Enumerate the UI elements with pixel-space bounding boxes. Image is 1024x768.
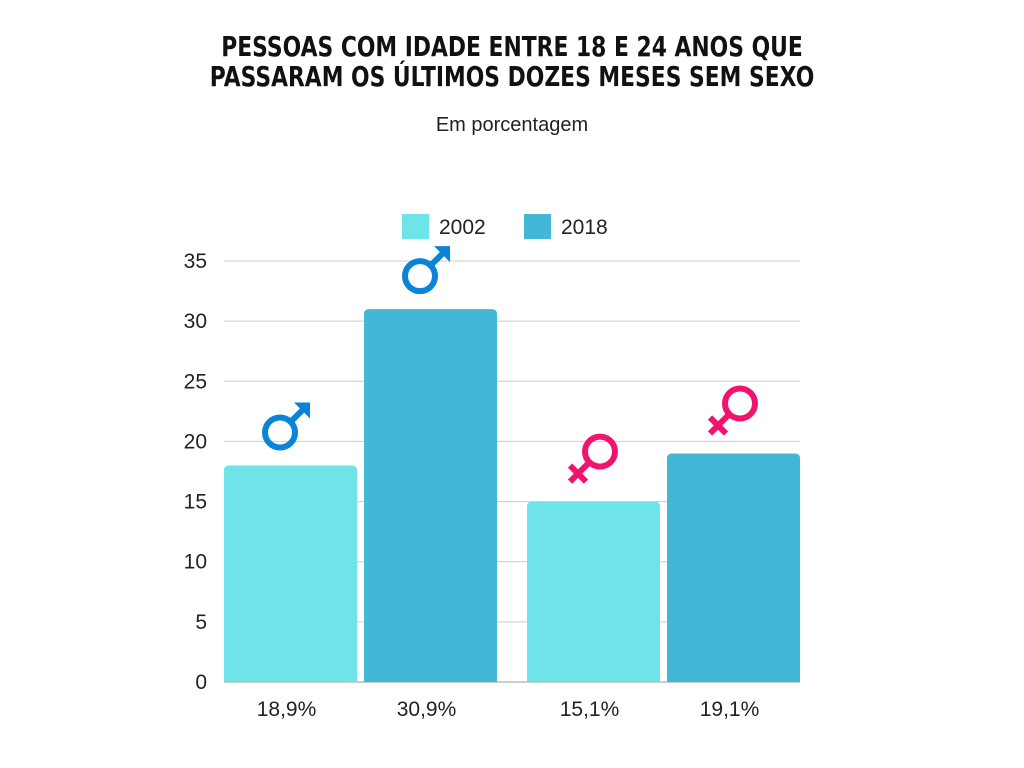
- y-tick-label: 5: [195, 611, 207, 634]
- male-icon: [262, 402, 310, 451]
- bars: [224, 309, 800, 682]
- legend-swatch: [524, 214, 551, 239]
- bar-female-2002: [527, 501, 660, 682]
- y-tick-label: 30: [184, 310, 207, 333]
- y-tick-label: 25: [184, 370, 207, 393]
- bar-female-2018: [667, 453, 800, 682]
- y-tick-label: 0: [195, 671, 207, 694]
- bar-value-label: 19,1%: [700, 698, 760, 721]
- chart-title-line-2: PASSARAM OS ÚLTIMOS DOZES MESES SEM SEXO: [209, 60, 815, 93]
- legend-label: 2018: [561, 216, 608, 239]
- y-axis-ticks: 0 5 10 15 20 25 30 35: [184, 250, 207, 694]
- y-tick-label: 10: [184, 551, 207, 574]
- y-tick-label: 15: [184, 491, 207, 514]
- legend-swatch: [402, 214, 429, 239]
- legend: 2002 2018: [402, 214, 608, 239]
- y-tick-label: 20: [184, 430, 207, 453]
- bar-value-label: 18,9%: [257, 698, 317, 721]
- bar-value-label: 30,9%: [397, 698, 457, 721]
- legend-label: 2002: [439, 216, 486, 239]
- chart-title: PESSOAS COM IDADE ENTRE 18 E 24 ANOS QUE…: [113, 32, 912, 92]
- chart-subtitle: Em porcentagem: [435, 114, 589, 136]
- female-icon: [707, 385, 758, 436]
- bar-male-2002: [224, 465, 357, 682]
- female-icon: [567, 433, 618, 484]
- bar-value-label: 15,1%: [560, 698, 620, 721]
- bar-value-labels: 18,9% 30,9% 15,1% 19,1%: [257, 698, 760, 721]
- bar-male-2018: [364, 309, 497, 682]
- y-tick-label: 35: [184, 250, 207, 273]
- chart-title-line-1: PESSOAS COM IDADE ENTRE 18 E 24 ANOS QUE: [221, 30, 803, 63]
- male-icon: [402, 246, 450, 295]
- gender-icons: [262, 246, 758, 484]
